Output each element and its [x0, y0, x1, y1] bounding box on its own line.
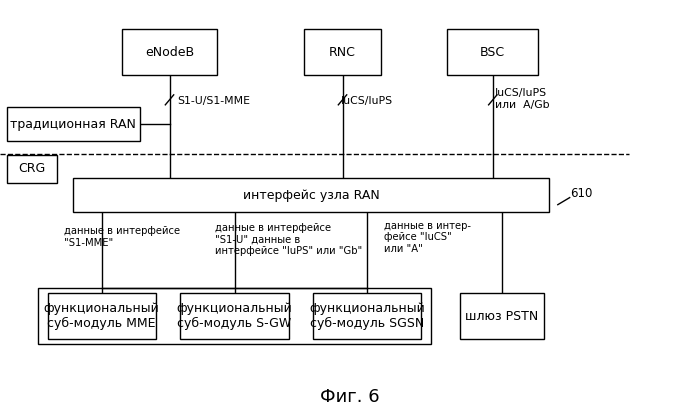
Text: 610: 610	[570, 187, 592, 200]
Text: шлюз PSTN: шлюз PSTN	[466, 310, 538, 323]
Text: IuCS/IuPS: IuCS/IuPS	[341, 96, 394, 106]
Text: интерфейс узла RAN: интерфейс узла RAN	[243, 188, 380, 202]
Text: данные в интер-
фейсе "IuCS"
или "A": данные в интер- фейсе "IuCS" или "A"	[384, 220, 471, 254]
Text: IuCS/IuPS
или  A/Gb: IuCS/IuPS или A/Gb	[495, 88, 549, 110]
Text: RNC: RNC	[329, 45, 356, 59]
FancyBboxPatch shape	[313, 293, 421, 339]
Text: S1-U/S1-MME: S1-U/S1-MME	[177, 96, 250, 106]
Text: функциональный
суб-модуль MME: функциональный суб-модуль MME	[44, 302, 159, 330]
FancyBboxPatch shape	[460, 293, 544, 339]
FancyBboxPatch shape	[7, 107, 140, 141]
FancyBboxPatch shape	[73, 178, 549, 212]
FancyBboxPatch shape	[180, 293, 289, 339]
Text: функциональный
суб-модуль S-GW: функциональный суб-модуль S-GW	[177, 302, 292, 330]
Text: BSC: BSC	[480, 45, 505, 59]
Text: функциональный
суб-модуль SGSN: функциональный суб-модуль SGSN	[310, 302, 425, 330]
Text: данные в интерфейсе
"S1-U" данные в
интерфейсе "IuPS" или "Gb": данные в интерфейсе "S1-U" данные в инте…	[215, 223, 363, 256]
Text: eNodeB: eNodeB	[145, 45, 194, 59]
FancyBboxPatch shape	[7, 155, 57, 183]
Text: Фиг. 6: Фиг. 6	[319, 388, 380, 406]
FancyBboxPatch shape	[48, 293, 156, 339]
FancyBboxPatch shape	[447, 29, 538, 75]
Text: данные в интерфейсе
"S1-MME": данные в интерфейсе "S1-MME"	[64, 226, 180, 248]
Text: CRG: CRG	[19, 162, 45, 176]
FancyBboxPatch shape	[122, 29, 217, 75]
FancyBboxPatch shape	[304, 29, 381, 75]
Text: традиционная RAN: традиционная RAN	[10, 118, 136, 131]
